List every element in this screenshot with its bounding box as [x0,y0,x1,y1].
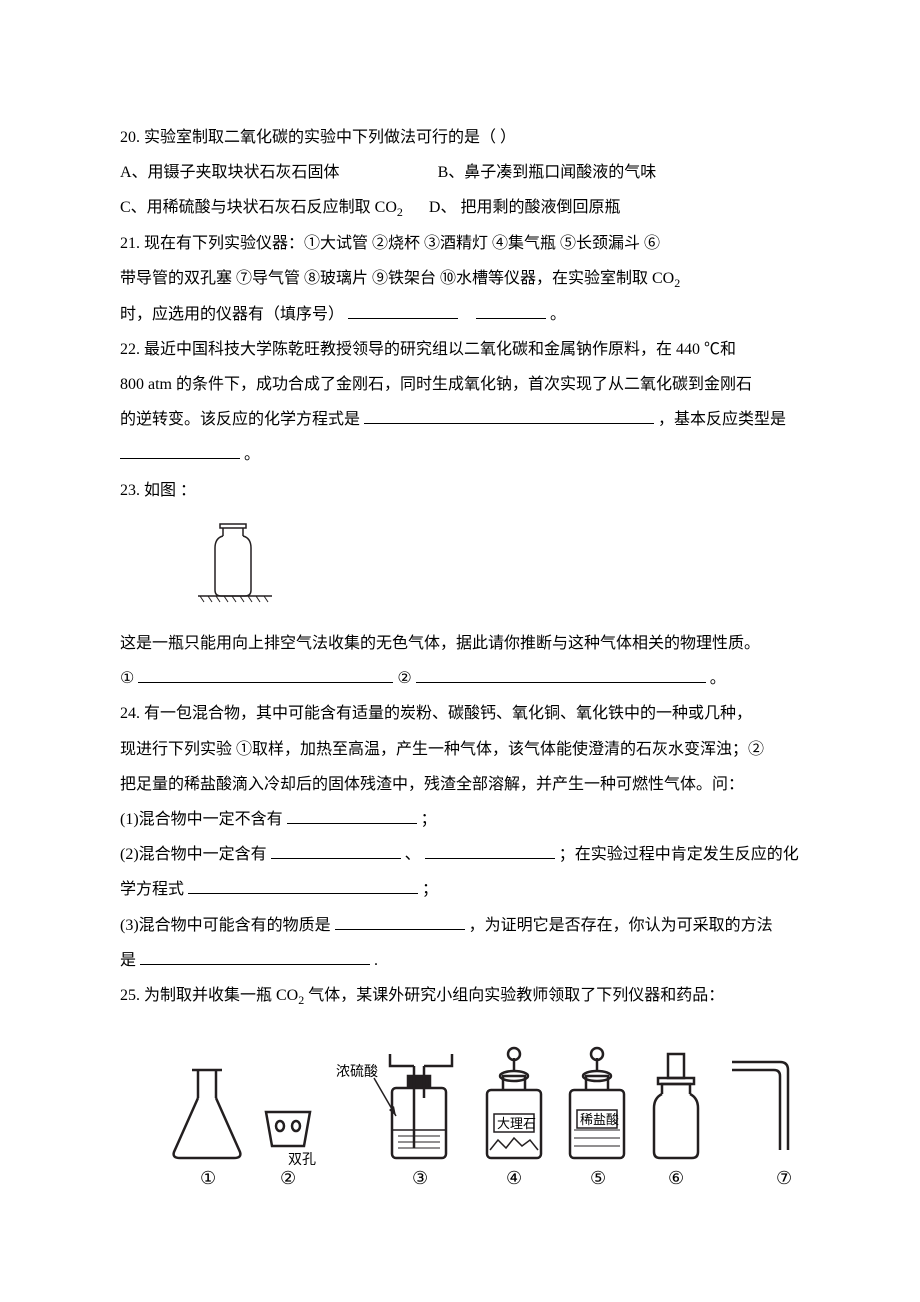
fill-blank[interactable] [476,302,546,319]
q23-header: 23. 如图 ： [120,473,800,508]
fill-blank[interactable] [425,842,555,859]
q24-line1: 24. 有一包混合物，其中可能含有适量的炭粉、碳酸钙、氧化铜、氧化铁中的一种或几… [120,696,800,731]
q24-line3: 把足量的稀盐酸滴入冷却后的固体残渣中，残渣全部溶解，并产生一种可燃性气体。问： [120,767,800,802]
q24-p3a: (3)混合物中可能含有的物质是 ，为证明它是否存在，你认为可采取的方法 [120,908,800,943]
q22-line1: 22. 最近中国科技大学陈乾旺教授领导的研究组以二氧化碳和金属钠作原料，在 44… [120,332,800,367]
label-5: ⑤ [590,1168,606,1188]
q22-line4: 。 [120,437,800,472]
marble-bottle-icon [487,1048,541,1158]
q21-line2: 带导管的双孔塞 ⑦导气管 ⑧玻璃片 ⑨铁架台 ⑩水槽等仪器，在实验室制取 CO2 [120,261,800,297]
collect-bottle-icon [654,1054,698,1158]
q24-p1: (1)混合物中一定不含有 ； [120,802,800,837]
fill-blank[interactable] [364,407,654,424]
delivery-tube-icon [732,1062,788,1150]
q20-opt-d: D、 把用剩的酸液倒回原瓶 [429,199,621,216]
label-4: ④ [506,1168,522,1188]
q23-line2: ① ② 。 [120,661,800,696]
q20-opt-c: C、用稀硫酸与块状石灰石反应制取 CO2 [120,199,403,216]
fill-blank[interactable] [335,913,465,930]
bottle-figure [190,518,800,616]
label-nongliusuan: 浓硫酸 [336,1064,378,1080]
label-7: ⑦ [776,1168,792,1188]
q20-opt-b: B、鼻子凑到瓶口闻酸液的气味 [438,164,657,181]
q25-line1: 25. 为制取并收集一瓶 CO2 气体，某课外研究小组向实验教师领取了下列仪器和… [120,978,800,1014]
q20-options-ab: A、用镊子夹取块状石灰石固体 B、鼻子凑到瓶口闻酸液的气味 [120,155,800,190]
hcl-bottle-icon [570,1048,624,1158]
q21-line3: 时，应选用的仪器有（填序号） 。 [120,297,800,332]
q24-p3b: 是 . [120,943,800,978]
q24-line2: 现进行下列实验 ①取样，加热至高温，产生一种气体，该气体能使澄清的石灰水变浑浊；… [120,732,800,767]
q20-stem: 20. 实验室制取二氧化碳的实验中下列做法可行的是（ ） [120,120,800,155]
label-shuangkong: 双孔 [288,1152,316,1168]
label-1: ① [200,1168,216,1188]
apparatus-figure: 双孔 浓硫酸 大理石 稀盐酸 ① ② ③ ④ ⑤ ⑥ ⑦ [160,1018,800,1203]
fill-blank[interactable] [287,807,417,824]
fill-blank[interactable] [348,302,458,319]
fill-blank[interactable] [271,842,401,859]
fill-blank[interactable] [120,442,240,459]
q22-line3: 的逆转变。该反应的化学方程式是 ，基本反应类型是 [120,402,800,437]
q20-options-cd: C、用稀硫酸与块状石灰石反应制取 CO2 D、 把用剩的酸液倒回原瓶 [120,190,800,226]
q20-opt-a: A、用镊子夹取块状石灰石固体 [120,164,340,181]
flask-icon [174,1070,241,1158]
label-dalishi: 大理石 [497,1116,536,1131]
label-3: ③ [412,1168,428,1188]
fill-blank[interactable] [416,666,706,683]
q24-p2a: (2)混合物中一定含有 、 ；在实验过程中肯定发生反应的化 [120,837,800,872]
label-xiyansuan: 稀盐酸 [580,1112,619,1127]
q24-p2b: 学方程式 ； [120,872,800,907]
stopper-icon [266,1112,310,1146]
fill-blank[interactable] [140,948,370,965]
q23-line1: 这是一瓶只能用向上排空气法收集的无色气体，据此请你推断与这种气体相关的物理性质。 [120,626,800,661]
fill-blank[interactable] [138,666,393,683]
label-6: ⑥ [668,1168,684,1188]
q22-line2: 800 atm 的条件下，成功合成了金刚石，同时生成氧化钠，首次实现了从二氧化碳… [120,367,800,402]
fill-blank[interactable] [188,877,418,894]
wash-bottle-icon [390,1054,452,1158]
q21-line1: 21. 现在有下列实验仪器：①大试管 ②烧杯 ③酒精灯 ④集气瓶 ⑤长颈漏斗 ⑥ [120,226,800,261]
label-2: ② [280,1168,296,1188]
